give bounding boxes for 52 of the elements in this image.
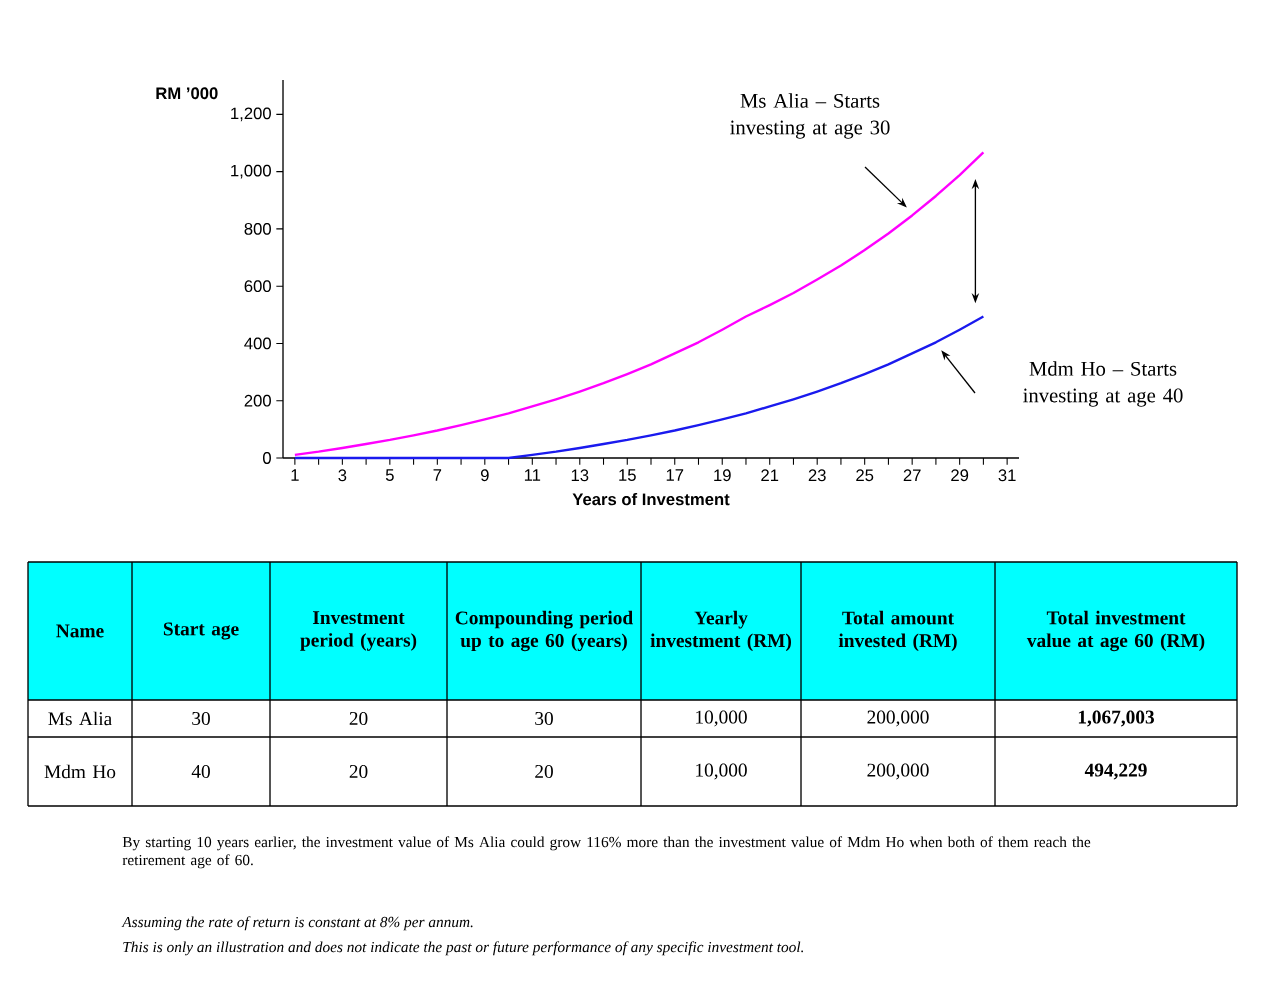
y-tick-label: 400 (244, 337, 271, 350)
x-tick-label: 27 (903, 469, 921, 481)
text: This is only an illustration and does not indicate the past or future performance of any specific investment tool. (123, 941, 804, 956)
x-tick-label: 15 (619, 469, 636, 481)
annotation: Ms Alia – Starts investing at age 30 (730, 93, 890, 139)
y-tick-label: 200 (244, 394, 271, 407)
text: 20 (349, 764, 368, 779)
x-tick-label: 3 (338, 469, 347, 482)
text: 494,229 (1084, 763, 1147, 780)
text: 20 (349, 711, 368, 725)
y-tick-label: 0 (263, 452, 271, 464)
text: Name (56, 624, 104, 638)
text: 20 (535, 764, 553, 779)
x-tick-label: 19 (714, 469, 731, 482)
text: 40 (191, 764, 210, 779)
y-axis-title: RM ’000 (156, 87, 218, 100)
y-tick-label: 1,000 (231, 164, 271, 179)
text: Total amount invested (RM) (838, 610, 957, 652)
x-tick-label: 31 (998, 469, 1016, 482)
x-tick-label: 9 (480, 469, 489, 482)
x-tick-label: 21 (761, 469, 779, 481)
text: Mdm Ho (44, 764, 116, 779)
text: 30 (192, 711, 210, 725)
text: Mdm Ho – Starts investing at age 40 (1023, 361, 1183, 407)
line-series (293, 151, 985, 457)
y-tick-label: 800 (244, 223, 271, 235)
text: 200,000 (867, 710, 929, 727)
x-tick-label: 7 (433, 469, 442, 481)
x-tick-label: 17 (666, 469, 684, 481)
x-tick-label: 23 (808, 469, 826, 482)
text: Yearly investment (RM) (650, 610, 792, 652)
text: By starting 10 years earlier, the investment value of Ms Alia could grow 116% more than the investment value of Mdm Ho when both of them reach the retirement age of 60. (122, 836, 1091, 869)
text: Investment period (years) (300, 611, 417, 651)
x-tick-label: 5 (385, 469, 394, 481)
text: Compounding period up to age 60 (years) (455, 610, 633, 652)
x-tick-label: 1 (291, 469, 299, 481)
y-tick-label: 600 (244, 280, 271, 293)
x-tick-label: 11 (524, 469, 541, 481)
x-tick-label: 29 (951, 469, 969, 482)
text: Total investment value at age 60 (RM) (1026, 610, 1205, 652)
text: 30 (535, 711, 553, 725)
text: Assuming the rate of return is constant at 8% per annum. (121, 916, 473, 931)
text: 10,000 (696, 763, 747, 780)
text: Ms Alia (48, 711, 112, 726)
text: Start age (163, 622, 239, 640)
text: 200,000 (867, 763, 929, 780)
y-tick-label: 1,200 (231, 107, 271, 122)
x-axis-title: Years of Investment (572, 492, 730, 506)
text: 10,000 (696, 710, 747, 727)
x-tick-label: 13 (571, 469, 589, 482)
x-tick-label: 25 (856, 469, 874, 482)
text: 1,067,003 (1078, 710, 1155, 727)
